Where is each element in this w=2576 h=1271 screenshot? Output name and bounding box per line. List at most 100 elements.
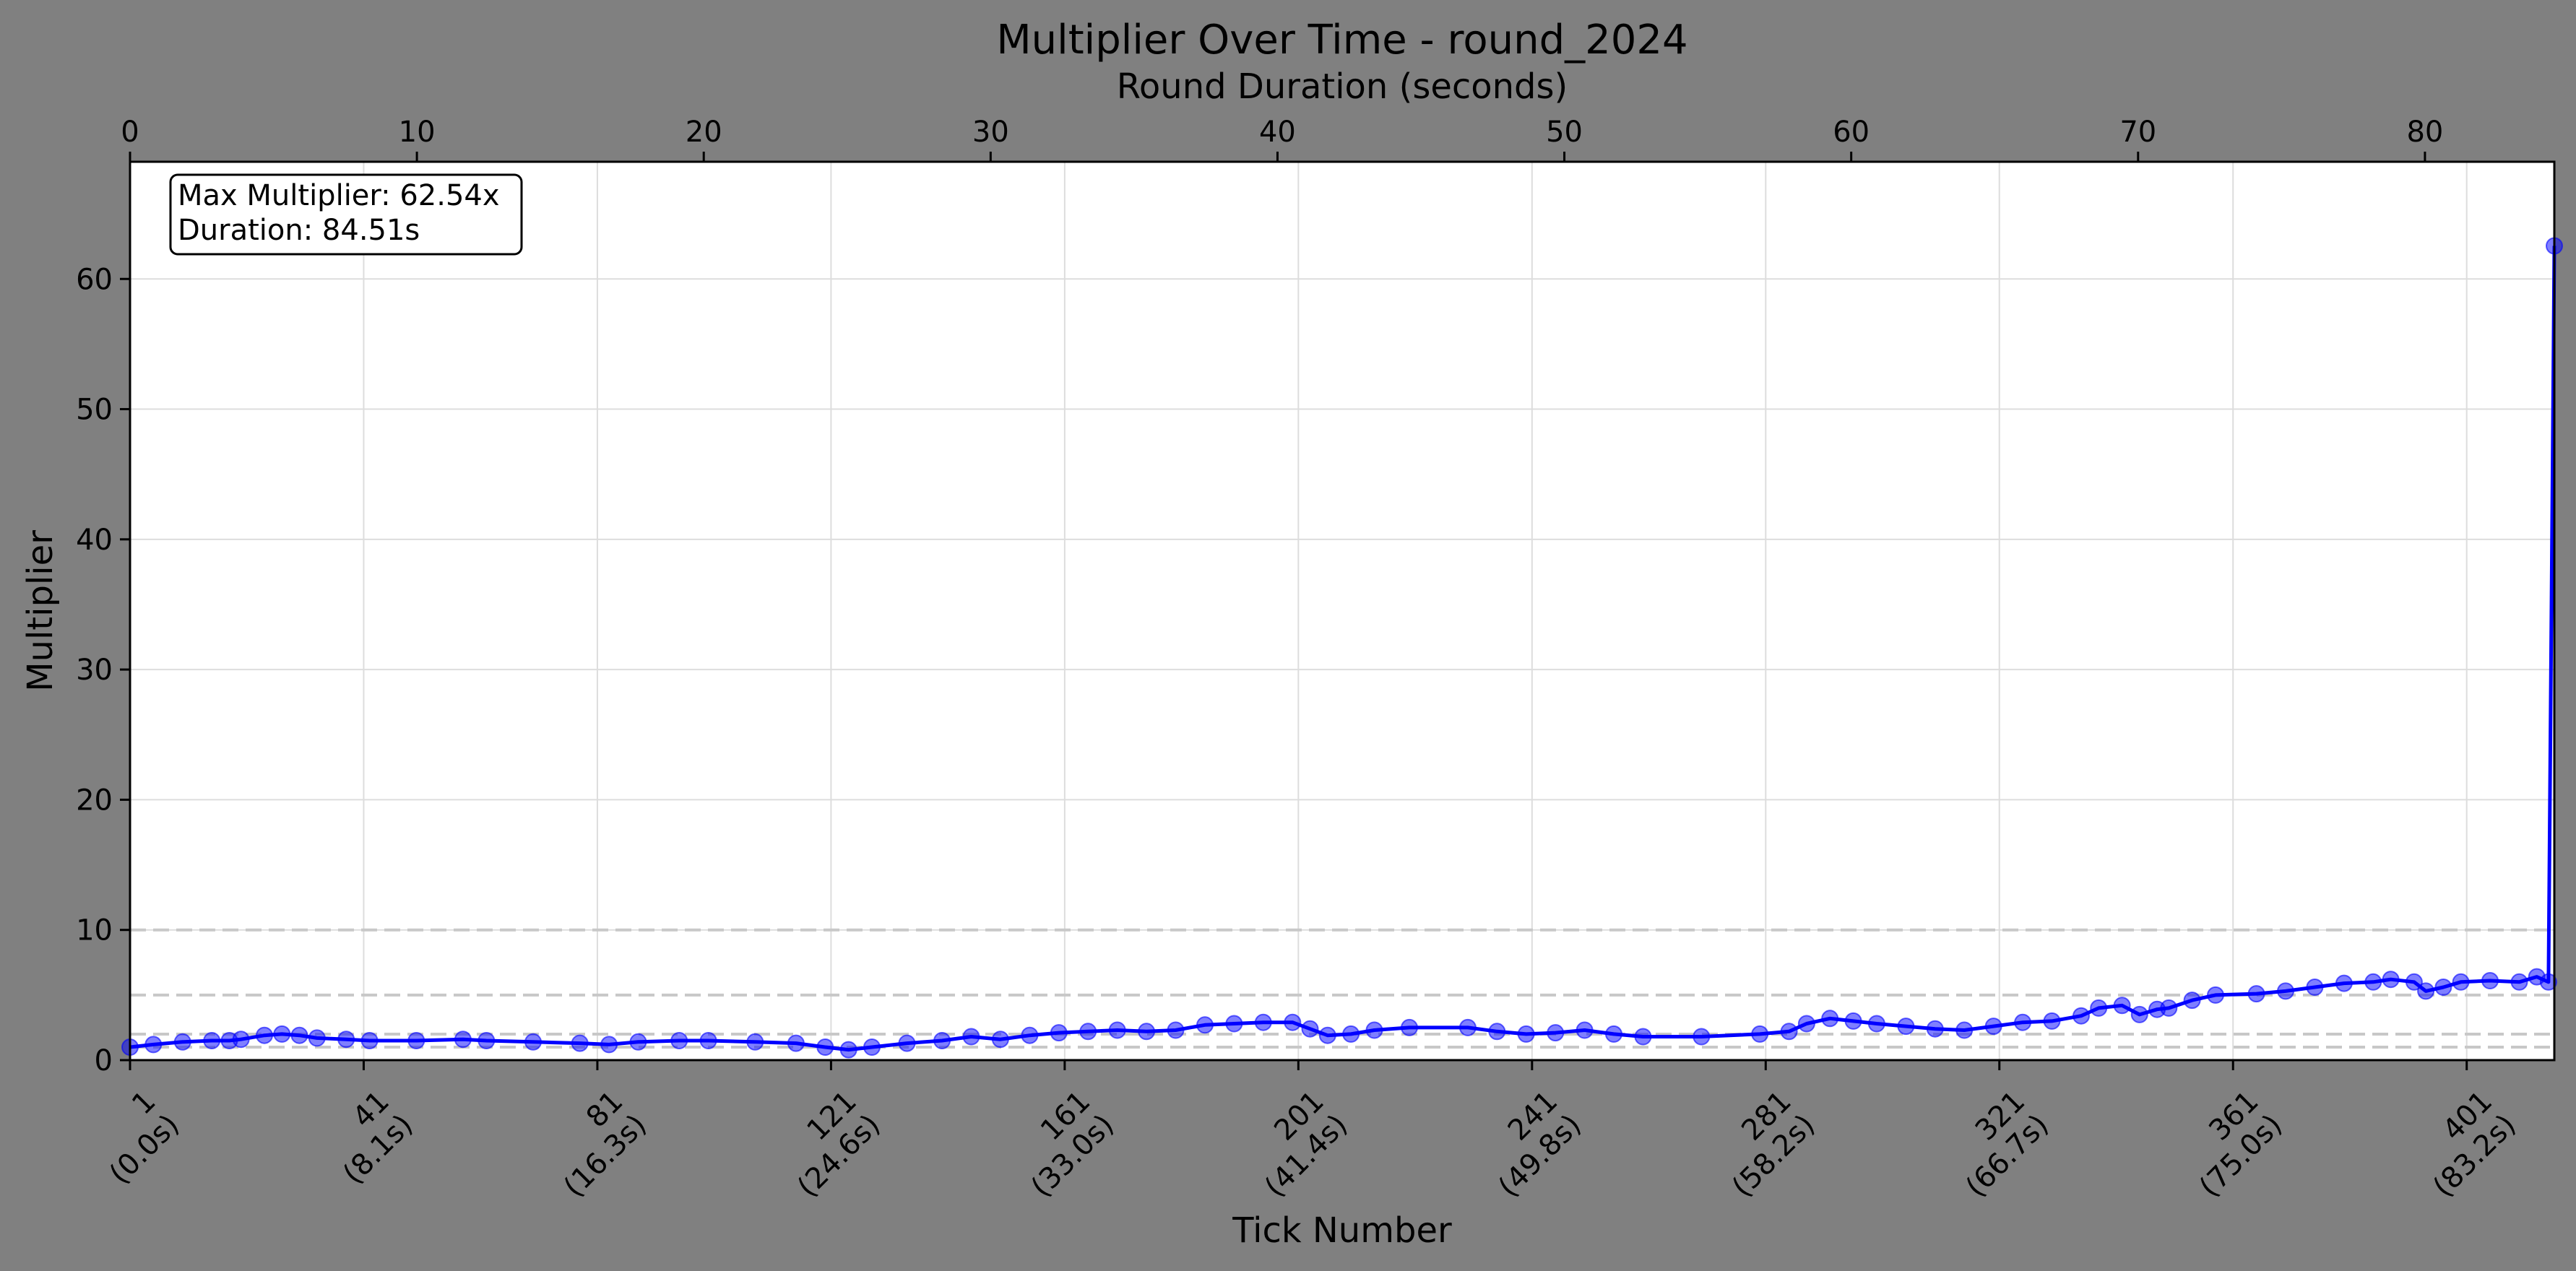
- data-point: [1517, 1025, 1535, 1043]
- info-box: Max Multiplier: 62.54x Duration: 84.51s: [169, 173, 523, 256]
- data-point: [600, 1036, 618, 1054]
- data-point: [2247, 985, 2265, 1003]
- y-tick-label: 40: [76, 524, 113, 557]
- x-axis-title: Tick Number: [1232, 1210, 1452, 1251]
- info-max-multiplier: Max Multiplier: 62.54x: [178, 179, 500, 212]
- data-point: [1797, 1015, 1815, 1033]
- plot-area: [130, 162, 2554, 1060]
- x2-tick-label: 0: [121, 116, 139, 149]
- data-point: [2207, 986, 2224, 1004]
- y-tick-label: 0: [95, 1044, 113, 1077]
- data-point: [1284, 1013, 1302, 1031]
- data-point: [1254, 1013, 1272, 1031]
- data-point: [1365, 1021, 1383, 1039]
- y-tick-label: 60: [76, 263, 113, 296]
- data-point: [337, 1031, 355, 1049]
- data-point: [1693, 1028, 1711, 1046]
- data-point: [787, 1034, 805, 1052]
- data-point: [1605, 1025, 1622, 1043]
- data-point: [1926, 1020, 1944, 1038]
- data-point: [1138, 1023, 1156, 1041]
- y-tick-label: 50: [76, 394, 113, 427]
- data-point: [173, 1033, 191, 1051]
- data-point: [962, 1028, 980, 1046]
- data-point: [863, 1038, 881, 1056]
- data-point: [1576, 1021, 1594, 1039]
- data-point: [308, 1029, 326, 1047]
- data-point: [1196, 1016, 1214, 1034]
- data-point: [2510, 973, 2528, 991]
- data-point: [1634, 1028, 1652, 1046]
- x2-tick-label: 20: [686, 116, 722, 149]
- data-point: [2090, 999, 2108, 1017]
- data-point: [1050, 1024, 1068, 1042]
- data-point: [933, 1032, 951, 1049]
- data-point: [2277, 982, 2294, 1000]
- data-point: [273, 1025, 291, 1043]
- info-duration: Duration: 84.51s: [178, 214, 420, 247]
- data-point: [2113, 997, 2131, 1015]
- data-point: [1401, 1018, 1418, 1036]
- data-point: [2452, 973, 2470, 991]
- x2-tick-label: 30: [972, 116, 1009, 149]
- y-axis-title: Multiplier: [20, 530, 61, 692]
- x2-tick-label: 80: [2406, 116, 2443, 149]
- data-point: [1225, 1015, 1243, 1033]
- data-point: [144, 1036, 163, 1054]
- data-point: [2335, 974, 2353, 992]
- data-point: [2364, 973, 2382, 991]
- data-point: [991, 1031, 1009, 1049]
- data-point: [746, 1033, 764, 1051]
- series-line: [129, 246, 2556, 1052]
- data-point: [2417, 982, 2435, 1000]
- data-point: [629, 1033, 647, 1051]
- data-point: [839, 1041, 857, 1059]
- data-point: [1751, 1025, 1769, 1043]
- x2-tick-label: 50: [1546, 116, 1583, 149]
- data-point: [1867, 1015, 1885, 1033]
- data-point: [1780, 1023, 1798, 1041]
- data-point: [1547, 1024, 1565, 1042]
- data-point: [1301, 1020, 1319, 1038]
- data-point: [1955, 1021, 1974, 1039]
- data-point: [2014, 1013, 2032, 1031]
- top-axis-title: Round Duration (seconds): [1117, 66, 1568, 107]
- data-point: [2183, 992, 2201, 1010]
- data-point: [1844, 1012, 1862, 1030]
- plot-frame: [129, 160, 2556, 1062]
- data-point: [2481, 972, 2499, 989]
- data-point: [2539, 973, 2557, 991]
- data-point: [454, 1031, 472, 1049]
- data-point: [360, 1032, 379, 1049]
- data-point: [203, 1032, 221, 1049]
- x2-tick-label: 40: [1259, 116, 1296, 149]
- grid: [129, 162, 2554, 1061]
- x2-tick-label: 60: [1833, 116, 1870, 149]
- data-point: [2405, 973, 2423, 991]
- data-point: [1318, 1026, 1336, 1044]
- data-point: [699, 1032, 717, 1049]
- data-point: [2382, 971, 2400, 989]
- data-point: [290, 1026, 308, 1044]
- data-point: [816, 1038, 834, 1056]
- data-point: [1079, 1023, 1097, 1041]
- data-point: [571, 1034, 589, 1052]
- data-point: [1984, 1018, 2002, 1036]
- x2-tick-label: 10: [399, 116, 436, 149]
- data-point: [2160, 999, 2178, 1017]
- data-point: [2073, 1007, 2090, 1025]
- data-point: [1167, 1021, 1185, 1039]
- data-point: [1488, 1023, 1506, 1041]
- y-tick-label: 20: [76, 784, 113, 817]
- data-point: [2130, 1005, 2148, 1023]
- data-point: [407, 1032, 425, 1049]
- y-tick-label: 30: [76, 654, 113, 687]
- data-point: [1821, 1010, 1839, 1028]
- info-box-frame: [169, 173, 523, 256]
- series: [121, 237, 2563, 1059]
- data-point: [1021, 1026, 1039, 1044]
- data-point: [1342, 1025, 1360, 1043]
- chart-title: Multiplier Over Time - round_2024: [996, 17, 1687, 64]
- x2-tick-label: 70: [2119, 116, 2156, 149]
